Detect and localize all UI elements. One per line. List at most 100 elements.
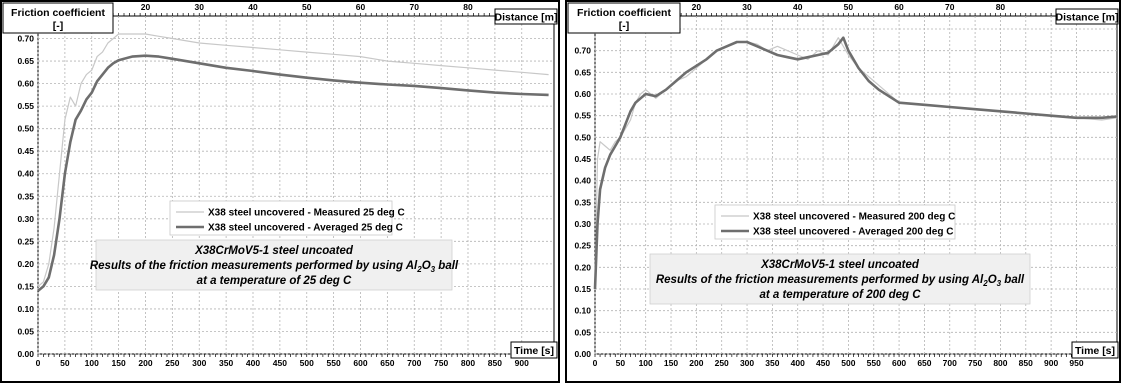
y-tick-label: 0.60 bbox=[574, 89, 591, 99]
x-tick-label: 500 bbox=[300, 358, 314, 368]
x-tick-label: 600 bbox=[892, 358, 906, 368]
legend-entry: X38 steel uncovered - Averaged 200 deg C bbox=[753, 227, 953, 238]
x-tick-label: 350 bbox=[765, 358, 779, 368]
x-tick-label: 100 bbox=[639, 358, 653, 368]
distance-tick-label: 20 bbox=[692, 2, 702, 12]
distance-label-box bbox=[1055, 8, 1119, 25]
time-axis-label: Time [s] bbox=[1075, 345, 1115, 357]
distance-tick-label: 70 bbox=[945, 2, 955, 12]
x-tick-label: 150 bbox=[664, 358, 678, 368]
y-axis-unit: [-] bbox=[53, 20, 64, 32]
distance-tick-label: 50 bbox=[844, 2, 854, 12]
y-tick-label: 0.50 bbox=[17, 124, 34, 134]
plot-area bbox=[37, 15, 555, 355]
x-tick-label: 350 bbox=[219, 358, 233, 368]
annotation: X38CrMoV5-1 steel uncoated Results of the… bbox=[649, 253, 1031, 305]
y-tick-label: 0.45 bbox=[17, 146, 34, 156]
distance-tick-label: 50 bbox=[302, 2, 312, 12]
x-tick-label: 500 bbox=[841, 358, 855, 368]
x-tick-label: 650 bbox=[917, 358, 931, 368]
legend-box bbox=[714, 204, 956, 240]
x-tick-label: 750 bbox=[968, 358, 982, 368]
x-tick-label: 200 bbox=[689, 358, 703, 368]
x-tick-label: 50 bbox=[616, 358, 626, 368]
series-line-averaged bbox=[593, 36, 1118, 290]
x-tick-label: 800 bbox=[993, 358, 1007, 368]
x-tick-label: 700 bbox=[943, 358, 957, 368]
legend-entry: X38 steel uncovered - Measured 25 deg C bbox=[208, 208, 405, 219]
y-axis-label: Friction coefficient bbox=[577, 7, 671, 19]
y-tick-label: 0.20 bbox=[574, 262, 591, 272]
y-tick-label: 0.45 bbox=[574, 154, 591, 164]
distance-label-box bbox=[494, 8, 558, 25]
distance-tick-label: 30 bbox=[195, 2, 205, 12]
x-tick-label: 550 bbox=[867, 358, 881, 368]
time-label-box bbox=[1071, 341, 1119, 359]
annotation-line2: Results of the friction measurements per… bbox=[90, 260, 459, 274]
x-tick-label: 100 bbox=[85, 358, 99, 368]
y-tick-label: 0.25 bbox=[17, 236, 34, 246]
distance-tick-label: 20 bbox=[141, 2, 151, 12]
x-tick-label: 650 bbox=[380, 358, 394, 368]
y-tick-label: 0.30 bbox=[17, 214, 34, 224]
legend-entry: X38 steel uncovered - Measured 200 deg C bbox=[753, 212, 955, 223]
x-tick-label: 900 bbox=[1044, 358, 1058, 368]
y-tick-label: 0.25 bbox=[574, 241, 591, 251]
x-tick-label: 250 bbox=[165, 358, 179, 368]
x-tick-label: 400 bbox=[246, 358, 260, 368]
y-tick-label: 0.50 bbox=[574, 132, 591, 142]
y-tick-label: 0.00 bbox=[17, 349, 34, 359]
y-tick-label: 0.15 bbox=[574, 284, 591, 294]
distance-tick-label: 80 bbox=[463, 2, 473, 12]
x-tick-label: 400 bbox=[791, 358, 805, 368]
y-tick-label: 0.00 bbox=[574, 349, 591, 359]
y-tick-label: 0.35 bbox=[574, 197, 591, 207]
legend: X38 steel uncovered - Measured 200 deg C… bbox=[714, 204, 956, 240]
y-tick-label: 0.35 bbox=[17, 191, 34, 201]
distance-tick-label: 70 bbox=[410, 2, 420, 12]
y-axis-label-box bbox=[2, 2, 114, 34]
legend: X38 steel uncovered - Measured 25 deg C X… bbox=[169, 200, 405, 236]
y-tick-label: 0.05 bbox=[17, 326, 34, 336]
y-tick-label: 0.65 bbox=[17, 56, 34, 66]
annotation-box bbox=[649, 253, 1031, 305]
x-tick-label: 0 bbox=[593, 358, 598, 368]
x-tick-label: 0 bbox=[36, 358, 41, 368]
distance-tick-label: 40 bbox=[248, 2, 258, 12]
x-tick-label: 850 bbox=[488, 358, 502, 368]
y-tick-label: 0.10 bbox=[574, 306, 591, 316]
distance-tick-label: 40 bbox=[793, 2, 803, 12]
distance-axis-label: Distance [m] bbox=[494, 12, 557, 24]
x-tick-label: 150 bbox=[112, 358, 126, 368]
y-tick-label: 0.15 bbox=[17, 281, 34, 291]
x-tick-label: 300 bbox=[192, 358, 206, 368]
x-tick-label: 450 bbox=[273, 358, 287, 368]
x-tick-label: 450 bbox=[816, 358, 830, 368]
friction-chart-200c: 0.00 0.05 0.10 0.15 0.20 0.25 0.30 0.35 0.40 0.45… bbox=[565, 0, 1121, 383]
y-tick-label: 0.10 bbox=[17, 304, 34, 314]
distance-tick-label: 60 bbox=[356, 2, 366, 12]
y-tick-label: 0.55 bbox=[574, 111, 591, 121]
x-tick-label: 850 bbox=[1019, 358, 1033, 368]
distance-tick-label: 80 bbox=[996, 2, 1006, 12]
legend-box bbox=[169, 200, 393, 236]
y-tick-label: 0.70 bbox=[17, 34, 34, 44]
x-tick-label: 900 bbox=[515, 358, 529, 368]
y-tick-label: 0.40 bbox=[574, 176, 591, 186]
y-tick-label: 0.65 bbox=[574, 67, 591, 77]
distance-tick-label: 30 bbox=[742, 2, 752, 12]
x-tick-label: 50 bbox=[60, 358, 70, 368]
annotation-title: X38CrMoV5-1 steel uncoated bbox=[194, 245, 354, 257]
annotation-box bbox=[95, 239, 453, 291]
time-axis-label: Time [s] bbox=[514, 345, 554, 357]
y-tick-label: 0.20 bbox=[17, 259, 34, 269]
y-axis-label: Friction coefficient bbox=[11, 7, 105, 19]
friction-chart-25c: 0.00 0.05 0.10 0.15 0.20 0.25 0.30 0.35 0.40 0.45… bbox=[0, 0, 560, 383]
distance-tick-label: 60 bbox=[894, 2, 904, 12]
time-label-box bbox=[510, 341, 558, 359]
y-tick-label: 0.55 bbox=[17, 101, 34, 111]
annotation-line2: Results of the friction measurements per… bbox=[656, 274, 1025, 288]
annotation: X38CrMoV5-1 steel uncoated Results of the… bbox=[90, 239, 459, 291]
x-tick-label: 600 bbox=[353, 358, 367, 368]
